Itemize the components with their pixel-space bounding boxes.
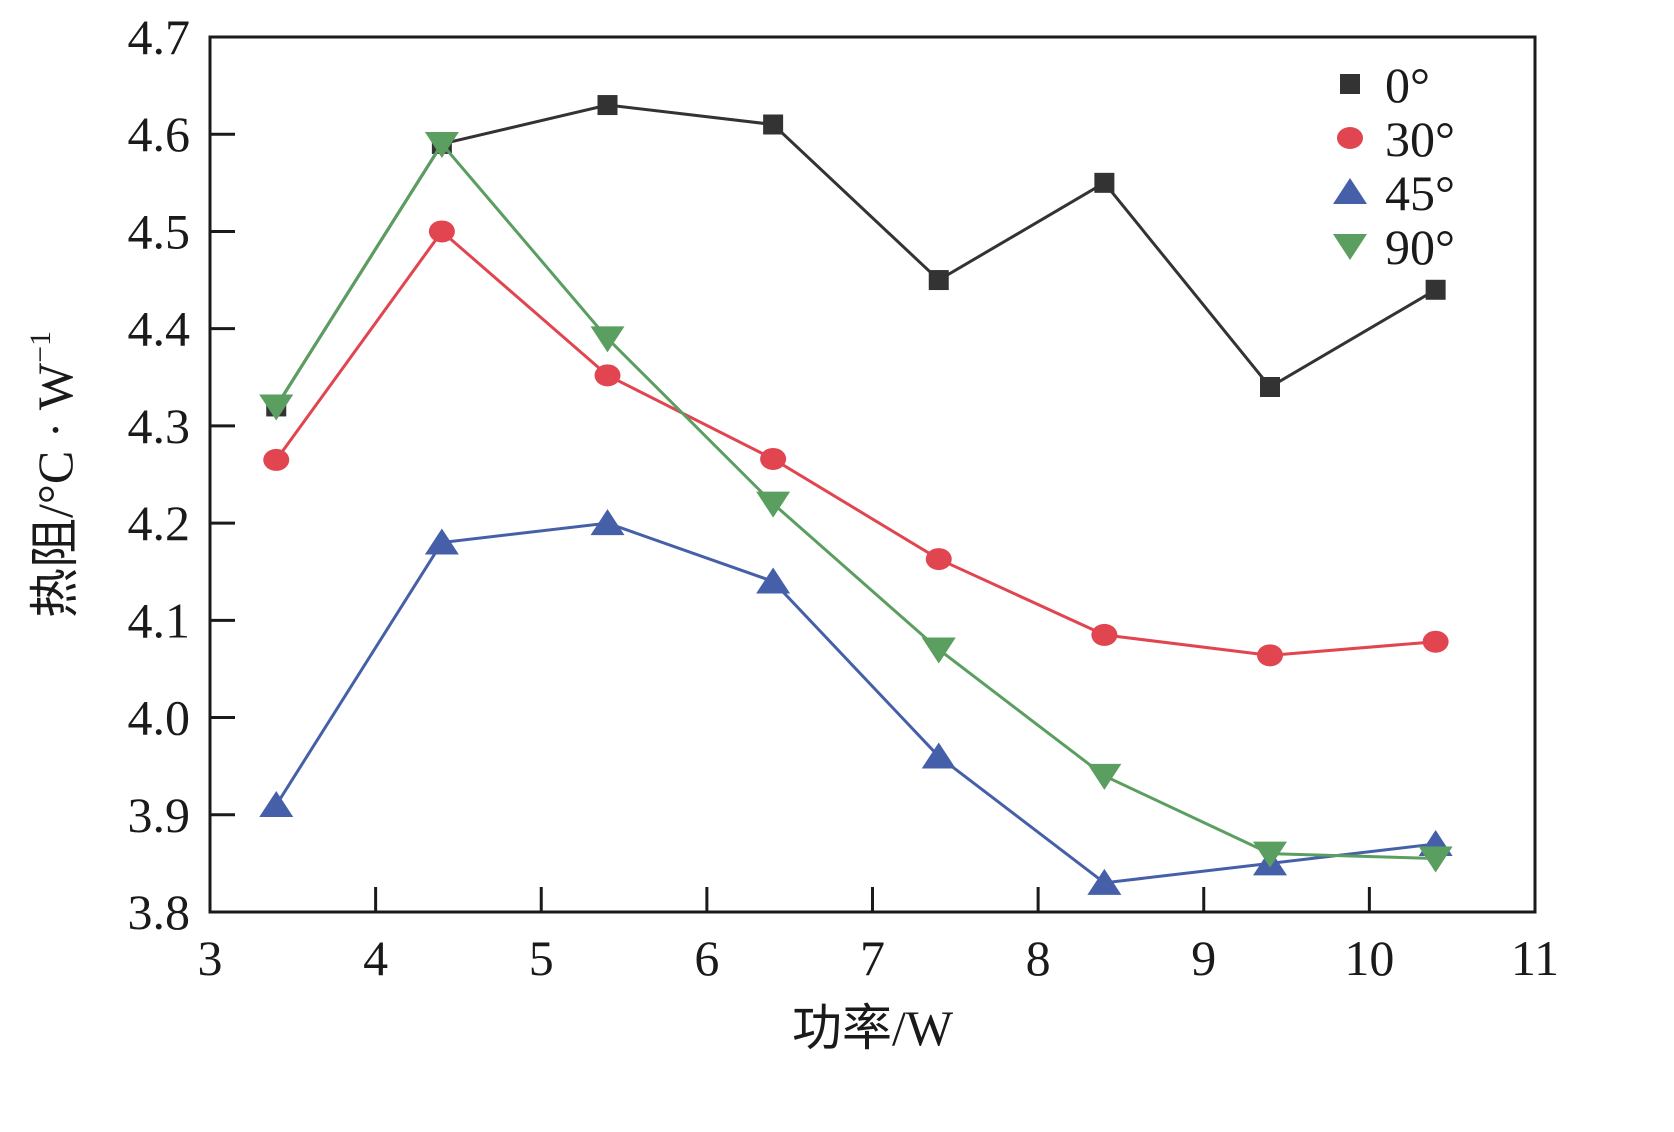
y-tick-label: 4.6 [128,106,191,162]
data-point [921,637,956,664]
data-point [594,364,621,387]
series-line [274,103,1437,408]
series-1 [263,220,1449,667]
y-axis-title-main: 热阻/°C · W [27,362,83,618]
legend-label: 30° [1385,111,1455,167]
legend: 0°30°45°90° [1333,57,1455,275]
x-tick-label: 6 [694,930,719,986]
x-tick-label: 7 [860,930,885,986]
x-axis-title: 功率/W [792,1000,954,1056]
x-tick-label: 3 [198,930,223,986]
x-tick-label: 4 [363,930,388,986]
data-point [763,114,784,135]
x-axis-ticks: 3 4 5 6 7 8 9 10 11 [198,887,1559,986]
data-point [921,742,956,769]
x-tick-label: 10 [1344,930,1394,986]
series-line [274,141,1436,861]
y-tick-label: 4.7 [128,9,191,65]
data-point [760,447,787,470]
y-tick-label: 4.2 [128,495,191,551]
y-axis-title-sup: −1 [24,331,57,363]
data-point [1425,279,1446,300]
legend-marker [1333,178,1367,204]
legend-marker [1340,74,1360,94]
data-point [259,394,294,421]
data-point [1091,623,1118,646]
data-point [756,491,791,518]
data-point [1087,763,1122,790]
plot-frame [208,35,1537,914]
data-point [1422,630,1449,653]
data-point [259,791,294,818]
data-point [1253,841,1287,868]
x-tick-label: 9 [1191,930,1216,986]
series-3 [259,131,1453,873]
data-point [928,270,949,291]
data-point [1260,377,1280,397]
legend-marker [1337,127,1363,149]
y-tick-label: 3.9 [128,787,191,843]
series-line [275,229,1436,657]
y-tick-label: 4.5 [128,203,191,259]
data-point [1418,846,1453,873]
data-point [1087,868,1122,895]
legend-label: 90° [1385,219,1455,275]
y-tick-label: 4.0 [128,690,191,746]
x-tick-label: 8 [1026,930,1051,986]
data-point [424,528,459,555]
legend-label: 0° [1385,57,1430,113]
x-tick-label: 11 [1511,930,1559,986]
x-tick-label: 5 [529,930,554,986]
data-point [428,220,455,243]
y-tick-label: 4.1 [128,592,191,648]
data-point [597,95,618,116]
data-point [590,509,625,536]
data-point [925,548,952,571]
series-layer [259,95,1453,895]
legend-label: 45° [1385,165,1455,221]
y-tick-label: 4.4 [128,301,191,357]
data-point [263,448,290,471]
y-tick-label: 4.3 [128,398,191,454]
data-point [1094,172,1115,193]
data-point [756,567,791,594]
data-point [590,326,625,353]
y-tick-label: 3.8 [128,884,191,940]
data-point [1257,644,1283,667]
series-line [274,521,1436,885]
series-2 [259,509,1453,895]
data-point [424,131,459,158]
legend-marker [1333,234,1367,260]
y-axis-ticks: 3.8 3.9 4.0 4.1 4.2 4.3 4.4 4.5 4.6 4.7 [128,9,235,940]
y-axis-title: 热阻/°C · W−1 [24,331,83,618]
